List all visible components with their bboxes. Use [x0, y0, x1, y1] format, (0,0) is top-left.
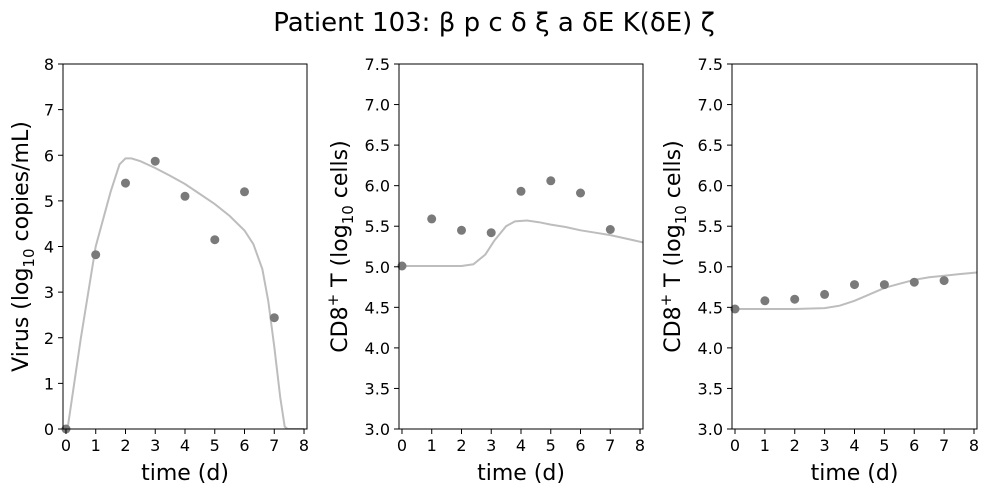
- subplot-3: 0 1 2 3 4 5 6 7 8 3.0 3.5 4.0 4.5 5.0 5.5 6.0 6.5 7.0 7.5 t…: [657, 55, 979, 486]
- y-tick-label: 7.0: [698, 96, 723, 115]
- x-tick-label: 8: [635, 436, 645, 455]
- x-tick-label: 0: [61, 436, 71, 455]
- y-tick-label: 3.0: [365, 420, 390, 439]
- data-point: [180, 191, 190, 201]
- y-tick-label: 4.0: [698, 339, 723, 358]
- subplot-2: 0 1 2 3 4 5 6 7 83.03.54.04.55.05.56.06.57.07.5t…: [324, 55, 645, 486]
- y-tick-label: 0: [44, 420, 54, 439]
- data-point: [91, 250, 101, 260]
- x-tick-label: 0: [397, 436, 407, 455]
- x-tick-label: 3: [150, 436, 160, 455]
- y-tick-label: 6.0: [365, 177, 390, 196]
- y-tick-label: 3: [44, 283, 54, 302]
- y-tick-label: 6.5: [365, 136, 390, 155]
- data-point: [790, 294, 800, 304]
- model-curve: [399, 219, 643, 267]
- data-point: [820, 289, 830, 299]
- x-tick-label: 4: [849, 436, 859, 455]
- y-tick-label: 5: [44, 192, 54, 211]
- axes-frame: [398, 63, 644, 430]
- y-tick-label: 5.5: [365, 217, 390, 236]
- y-axis-label: CD8+ T (log10 cells): [324, 140, 357, 352]
- x-tick-label: 5: [546, 436, 556, 455]
- x-tick-label: 5: [210, 436, 220, 455]
- y-tick-label: 4.5: [698, 298, 723, 317]
- x-tick-label: 7: [939, 436, 949, 455]
- data-point: [939, 276, 949, 286]
- data-point: [210, 235, 220, 245]
- figure-title: Patient 103: β p c δ ξ a δE K(δE) ζ: [273, 8, 714, 38]
- x-axis-label: time (d): [141, 461, 229, 486]
- data-point: [121, 178, 130, 188]
- x-tick-label: 2: [456, 436, 466, 455]
- x-tick-label: 0: [730, 436, 740, 455]
- y-tick-label: 3.0: [698, 420, 723, 439]
- y-tick-label: 4.0: [365, 339, 390, 358]
- axes-frame: [731, 63, 978, 430]
- data-point: [850, 280, 859, 290]
- y-tick-label: 6.0: [698, 177, 723, 196]
- x-tick-label: 3: [820, 436, 830, 455]
- x-tick-label: 5: [879, 436, 889, 455]
- x-axis-label: time (d): [477, 461, 565, 486]
- x-tick-label: 6: [239, 436, 249, 455]
- y-tick-label: 7.5: [698, 55, 723, 74]
- y-tick-label: 3.5: [365, 379, 390, 398]
- x-tick-label: 2: [790, 436, 800, 455]
- y-tick-label: 1: [44, 374, 54, 393]
- x-tick-label: 1: [91, 436, 101, 455]
- x-tick-label: 4: [180, 436, 190, 455]
- x-tick-label: 7: [605, 436, 615, 455]
- x-tick-label: 8: [299, 436, 309, 455]
- y-tick-label: 8: [44, 55, 54, 74]
- y-tick-label: 2: [44, 329, 54, 348]
- data-point: [427, 214, 437, 224]
- data-point: [457, 225, 466, 235]
- y-tick-label: 7.0: [365, 96, 390, 115]
- data-point: [909, 277, 919, 287]
- data-point: [486, 228, 496, 238]
- x-tick-label: 1: [760, 436, 770, 455]
- x-tick-label: 4: [516, 436, 526, 455]
- data-point: [546, 176, 556, 186]
- y-tick-label: 7: [44, 101, 54, 120]
- y-tick-label: 4: [44, 238, 54, 257]
- data-point: [576, 188, 585, 198]
- data-point: [240, 187, 249, 197]
- x-tick-label: 6: [575, 436, 585, 455]
- y-axis-label: Virus (log10 copies/mL): [9, 121, 38, 372]
- y-tick-label: 3.5: [698, 379, 723, 398]
- y-tick-label: 6: [44, 146, 54, 165]
- x-tick-label: 1: [427, 436, 437, 455]
- x-tick-label: 2: [120, 436, 130, 455]
- data-point: [150, 156, 160, 166]
- y-tick-label: 5.0: [365, 258, 390, 277]
- data-point: [516, 186, 526, 196]
- x-tick-label: 7: [269, 436, 279, 455]
- data-point: [760, 296, 770, 306]
- x-axis-label: time (d): [811, 461, 899, 486]
- axes-frame: [62, 63, 308, 430]
- data-point: [397, 261, 407, 271]
- data-point: [269, 313, 279, 323]
- y-tick-label: 5.5: [698, 217, 723, 236]
- y-axis-label: CD8+ T (log10 cells): [657, 140, 690, 352]
- data-point: [879, 280, 889, 290]
- x-tick-label: 8: [969, 436, 979, 455]
- x-tick-label: 6: [909, 436, 919, 455]
- model-curve: [66, 157, 304, 429]
- model-curve: [732, 271, 977, 310]
- y-tick-label: 6.5: [698, 136, 723, 155]
- data-point: [730, 304, 740, 314]
- x-tick-label: 3: [486, 436, 496, 455]
- y-tick-label: 5.0: [698, 258, 723, 277]
- y-tick-label: 4.5: [365, 298, 390, 317]
- data-point: [605, 225, 615, 234]
- y-tick-label: 7.5: [365, 55, 390, 74]
